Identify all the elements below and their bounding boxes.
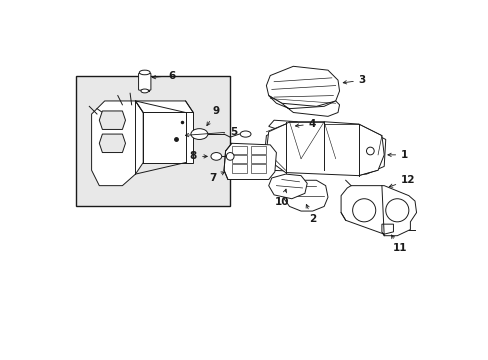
Text: 12: 12 — [388, 175, 415, 187]
Polygon shape — [268, 95, 339, 116]
Text: 8: 8 — [189, 152, 207, 161]
Polygon shape — [268, 120, 301, 134]
Polygon shape — [143, 112, 193, 163]
Bar — [250, 164, 266, 172]
Bar — [76, 76, 230, 206]
Ellipse shape — [190, 129, 207, 139]
Text: 1: 1 — [387, 150, 407, 160]
Text: 11: 11 — [391, 235, 406, 253]
Bar — [231, 155, 246, 163]
Bar — [231, 164, 246, 172]
Text: 4: 4 — [295, 119, 315, 129]
Text: 5: 5 — [185, 127, 237, 137]
Bar — [250, 155, 266, 163]
Polygon shape — [341, 186, 416, 236]
Text: 7: 7 — [208, 172, 224, 183]
Bar — [231, 145, 246, 154]
Polygon shape — [268, 174, 306, 199]
Polygon shape — [224, 143, 276, 180]
Circle shape — [352, 199, 375, 222]
Ellipse shape — [240, 131, 250, 137]
Circle shape — [226, 153, 234, 160]
Text: 6: 6 — [152, 71, 176, 81]
Polygon shape — [266, 66, 339, 106]
Text: 10: 10 — [274, 189, 288, 207]
Ellipse shape — [139, 70, 150, 75]
Polygon shape — [99, 111, 125, 130]
Bar — [250, 145, 266, 154]
Text: 2: 2 — [305, 204, 316, 224]
Circle shape — [385, 199, 408, 222]
Ellipse shape — [210, 153, 221, 160]
Polygon shape — [99, 134, 125, 153]
Circle shape — [366, 147, 373, 155]
Text: 9: 9 — [206, 106, 220, 126]
Polygon shape — [135, 101, 193, 112]
FancyBboxPatch shape — [138, 73, 151, 90]
Polygon shape — [266, 122, 384, 176]
Polygon shape — [264, 128, 385, 174]
Text: 3: 3 — [343, 75, 366, 85]
Ellipse shape — [141, 89, 148, 93]
Polygon shape — [91, 101, 143, 186]
Polygon shape — [284, 180, 327, 211]
